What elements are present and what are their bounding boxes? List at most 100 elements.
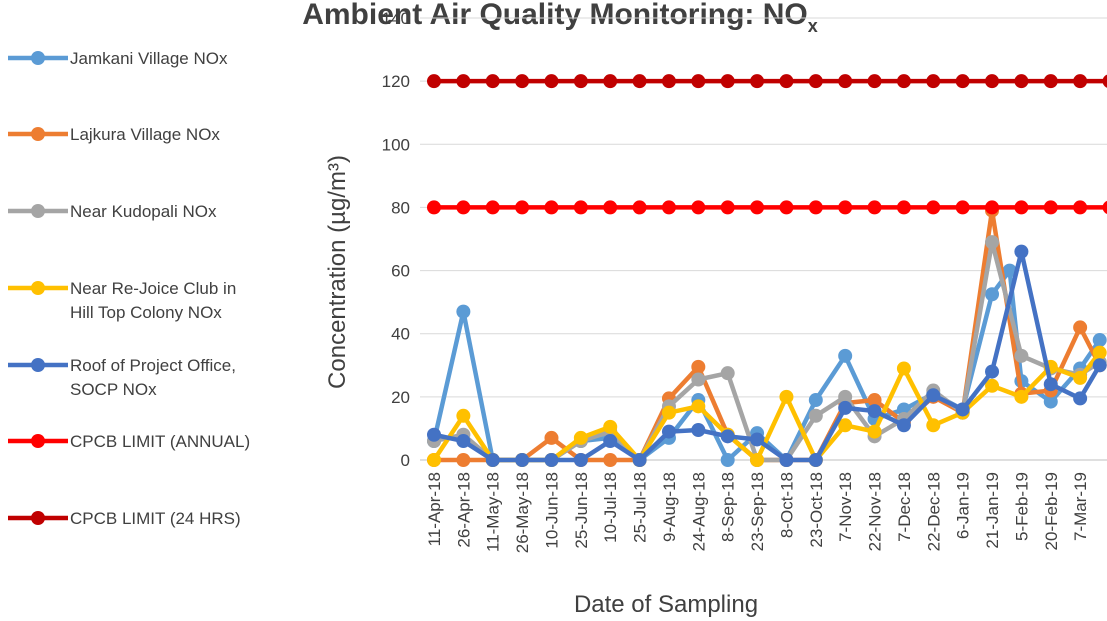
data-point	[985, 200, 1000, 215]
x-tick-label: 25-Jul-18	[631, 472, 650, 543]
data-point	[573, 430, 588, 445]
data-point	[603, 434, 618, 449]
series-lines	[427, 74, 1107, 467]
series-line	[433, 239, 1101, 463]
y-axis-title: Concentration (µg/m³)	[324, 155, 351, 389]
data-point	[1102, 200, 1107, 214]
data-point	[896, 74, 911, 89]
data-point	[750, 432, 765, 447]
data-point	[1014, 200, 1029, 215]
y-tick-label: 40	[391, 325, 410, 344]
legend-item: Jamkani Village NOx	[8, 49, 228, 68]
data-point	[1043, 377, 1058, 392]
data-point	[427, 427, 441, 442]
data-point	[838, 74, 853, 89]
legend-item: CPCB LIMIT (ANNUAL)	[8, 432, 250, 451]
data-point	[661, 74, 676, 89]
data-point	[896, 418, 911, 433]
data-point	[1002, 263, 1017, 278]
data-point	[1092, 358, 1107, 373]
data-point	[896, 200, 911, 215]
data-point	[1092, 345, 1107, 360]
x-tick-label: 7-Mar-19	[1071, 472, 1090, 541]
x-tick-label: 26-May-18	[513, 472, 532, 553]
data-point	[1043, 394, 1058, 409]
data-point	[808, 74, 823, 89]
x-axis-title: Date of Sampling	[574, 591, 758, 618]
x-tick-label: 24-Aug-18	[689, 472, 708, 551]
data-point	[955, 74, 970, 89]
data-point	[808, 200, 823, 215]
y-tick-label: 20	[391, 388, 410, 407]
x-tick-label: 11-May-18	[484, 472, 503, 552]
y-tick-label: 140	[382, 9, 410, 28]
legend-item: CPCB LIMIT (24 HRS)	[8, 509, 241, 528]
data-point	[691, 359, 706, 374]
data-point	[720, 74, 735, 89]
data-point	[515, 74, 530, 89]
series-5	[427, 200, 1107, 215]
data-point	[427, 200, 441, 215]
data-point	[838, 200, 853, 215]
data-point	[985, 287, 1000, 302]
data-point	[691, 423, 706, 438]
x-tick-label: 23-Sep-18	[748, 472, 767, 551]
legend-swatch-marker	[31, 434, 45, 448]
data-point	[955, 402, 970, 417]
data-point	[838, 389, 853, 404]
data-point	[456, 74, 471, 89]
legend-label: CPCB LIMIT (24 HRS)	[70, 509, 241, 528]
x-tick-label: 7-Nov-18	[836, 472, 855, 542]
data-point	[456, 453, 471, 467]
data-point	[1073, 74, 1088, 89]
y-tick-label: 100	[382, 135, 410, 154]
data-point	[955, 200, 970, 215]
data-point	[867, 424, 882, 439]
data-point	[867, 393, 882, 408]
legend-item: Roof of Project Office, SOCP NOx	[8, 356, 236, 399]
data-point	[456, 200, 471, 215]
data-point	[808, 408, 823, 423]
legend-item: Near Kudopali NOx	[8, 202, 217, 221]
data-point	[632, 453, 647, 467]
data-point	[926, 200, 941, 215]
data-point	[1073, 200, 1088, 215]
data-point	[985, 235, 1000, 250]
legend: Jamkani Village NOx Lajkura Village NOx Ne…	[8, 49, 250, 528]
x-tick-label: 8-Sep-18	[719, 472, 738, 542]
data-point	[779, 389, 794, 404]
data-point	[750, 74, 765, 89]
x-tick-label: 22-Nov-18	[866, 472, 885, 551]
data-point	[603, 74, 618, 89]
data-point	[838, 400, 853, 415]
legend-label: Near Kudopali NOx	[70, 202, 217, 221]
x-tick-label: 11-Apr-18	[425, 472, 444, 546]
legend-swatch-marker	[31, 281, 45, 295]
data-point	[603, 419, 618, 434]
data-point	[1043, 200, 1058, 215]
legend-swatch-marker	[31, 127, 45, 141]
data-point	[603, 453, 618, 467]
data-point	[750, 453, 765, 467]
x-tick-label: 20-Feb-19	[1042, 472, 1061, 550]
legend-swatch-marker	[31, 511, 45, 525]
data-point	[1014, 348, 1029, 363]
legend-label: Roof of Project Office, SOCP NOx	[70, 356, 236, 399]
data-point	[720, 200, 735, 215]
data-point	[867, 200, 882, 215]
data-point	[632, 74, 647, 89]
data-point	[985, 378, 1000, 393]
x-tick-label: 10-Jun-18	[542, 472, 561, 549]
data-point	[515, 200, 530, 215]
data-point	[720, 366, 735, 381]
data-point	[808, 393, 823, 408]
series-6	[427, 74, 1107, 89]
x-tick-label: 21-Jan-19	[983, 472, 1002, 549]
data-point	[573, 74, 588, 89]
data-point	[779, 453, 794, 467]
data-point	[985, 74, 1000, 89]
data-point	[1092, 333, 1107, 348]
x-axis-ticks: 11-Apr-18 26-Apr-18 11-May-18 26-May-18 10-J…	[425, 472, 1090, 553]
y-tick-label: 80	[391, 198, 410, 217]
legend-label: Jamkani Village NOx	[70, 49, 228, 68]
